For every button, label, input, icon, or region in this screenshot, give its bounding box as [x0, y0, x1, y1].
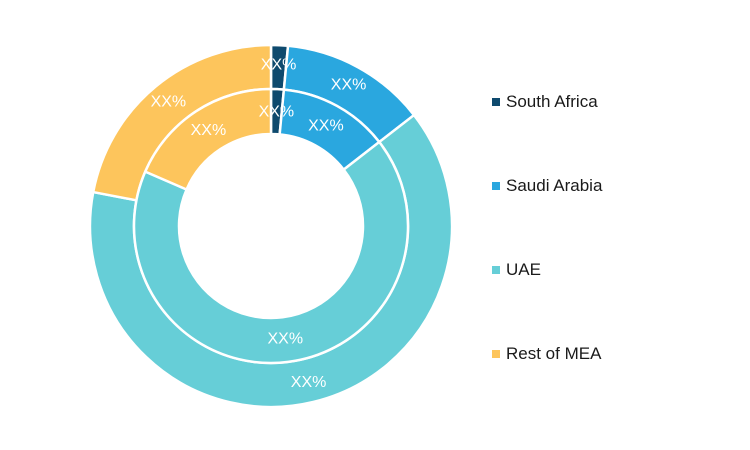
outer-slice-label-saudi-arabia: XX% — [331, 76, 367, 93]
legend-label-uae: UAE — [506, 260, 541, 279]
inner-slice-uae — [132, 140, 410, 365]
legend-swatch-south-africa — [492, 98, 500, 106]
legend-item-rest-of-mea: Rest of MEA — [492, 340, 602, 368]
inner-slice-label-rest-of-mea: XX% — [191, 122, 227, 139]
legend-swatch-saudi-arabia — [492, 182, 500, 190]
outer-slice-label-rest-of-mea: XX% — [151, 93, 187, 110]
inner-slice-rest-of-mea — [144, 87, 273, 191]
inner-slice-label-saudi-arabia: XX% — [308, 118, 344, 135]
legend: South Africa Saudi Arabia UAE Rest of ME… — [492, 88, 602, 368]
inner-slice-label-south-africa: XX% — [259, 104, 295, 121]
slices-layer — [88, 43, 454, 409]
outer-slice-label-south-africa: XX% — [261, 57, 297, 74]
legend-label-south-africa: South Africa — [506, 92, 598, 111]
legend-swatch-rest-of-mea — [492, 350, 500, 358]
legend-item-south-africa: South Africa — [492, 88, 602, 116]
legend-swatch-uae — [492, 266, 500, 274]
legend-item-saudi-arabia: Saudi Arabia — [492, 172, 602, 200]
inner-slice-label-uae: XX% — [267, 331, 303, 348]
labels-layer: XX%XX%XX%XX%XX%XX%XX%XX% — [151, 57, 367, 391]
legend-item-uae: UAE — [492, 256, 602, 284]
legend-label-rest-of-mea: Rest of MEA — [506, 344, 602, 363]
legend-label-saudi-arabia: Saudi Arabia — [506, 176, 603, 195]
outer-slice-label-uae: XX% — [291, 374, 327, 391]
